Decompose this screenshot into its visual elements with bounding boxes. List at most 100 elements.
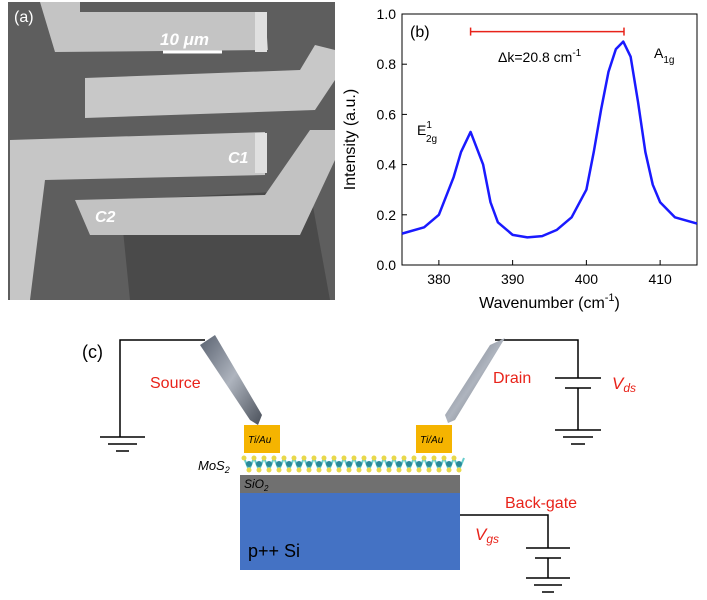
atom bbox=[347, 468, 352, 473]
atom bbox=[452, 456, 457, 461]
drain-label: Drain bbox=[493, 370, 531, 387]
figure: 10 μm C1 C2 (a) 0.00.20.40.60.81.0380390… bbox=[0, 0, 707, 595]
contact-label: Ti/Au bbox=[248, 435, 272, 446]
atom bbox=[327, 468, 332, 473]
atom bbox=[426, 461, 432, 467]
atom bbox=[296, 461, 302, 467]
atom bbox=[332, 456, 337, 461]
label-sup: -1 bbox=[605, 292, 615, 304]
atom bbox=[422, 456, 427, 461]
atom bbox=[382, 456, 387, 461]
x-tick-label: 400 bbox=[575, 271, 599, 287]
atom bbox=[356, 461, 362, 467]
atom bbox=[442, 456, 447, 461]
label-sub: 1g bbox=[663, 55, 674, 66]
mos2-label: MoS2 bbox=[198, 458, 230, 475]
atom bbox=[377, 468, 382, 473]
atom bbox=[257, 468, 262, 473]
y-tick-label: 0.6 bbox=[377, 106, 397, 122]
atom bbox=[326, 461, 332, 467]
label-sub: 2 bbox=[224, 465, 230, 475]
atom bbox=[276, 461, 282, 467]
atom bbox=[267, 468, 272, 473]
atom bbox=[346, 461, 352, 467]
atom bbox=[272, 456, 277, 461]
vds-label: Vds bbox=[612, 374, 636, 395]
atom bbox=[337, 468, 342, 473]
atom bbox=[386, 461, 392, 467]
atom bbox=[252, 456, 257, 461]
atom bbox=[427, 468, 432, 473]
atom bbox=[342, 456, 347, 461]
vgs-label: Vgs bbox=[475, 525, 499, 546]
atom bbox=[392, 456, 397, 461]
label-sup: 1 bbox=[426, 120, 432, 131]
back-gate-label: Back-gate bbox=[505, 495, 577, 512]
y-tick-label: 0.0 bbox=[377, 257, 397, 273]
sem-image: 10 μm C1 C2 (a) bbox=[8, 2, 335, 300]
x-tick-label: 380 bbox=[427, 271, 451, 287]
atom bbox=[432, 456, 437, 461]
y-tick-label: 0.2 bbox=[377, 207, 397, 223]
atom bbox=[302, 456, 307, 461]
y-tick-label: 1.0 bbox=[377, 6, 397, 22]
label-sub: 2 bbox=[263, 484, 269, 493]
label-text: ) bbox=[615, 295, 620, 312]
atom bbox=[266, 461, 272, 467]
atom bbox=[336, 461, 342, 467]
atom bbox=[436, 461, 442, 467]
atom bbox=[307, 468, 312, 473]
atom bbox=[256, 461, 262, 467]
atom bbox=[397, 468, 402, 473]
label-text: Δk=20.8 cm bbox=[498, 49, 572, 65]
atom bbox=[286, 461, 292, 467]
label-text: Wavenumber (cm bbox=[479, 295, 605, 312]
peak-label: E1 2g bbox=[417, 120, 437, 145]
atom bbox=[242, 456, 247, 461]
delta-label: Δk=20.8 cm-1 bbox=[498, 48, 582, 65]
label-sup: -1 bbox=[572, 48, 581, 59]
atom bbox=[412, 456, 417, 461]
atom bbox=[417, 468, 422, 473]
atom bbox=[446, 461, 452, 467]
source-label: Source bbox=[150, 375, 201, 392]
atom bbox=[437, 468, 442, 473]
x-axis-label: Wavenumber (cm-1) bbox=[479, 292, 620, 312]
atom bbox=[287, 468, 292, 473]
atom bbox=[282, 456, 287, 461]
atom bbox=[297, 468, 302, 473]
panel-label: (b) bbox=[410, 24, 430, 41]
atom bbox=[406, 461, 412, 467]
scale-bar-label: 10 μm bbox=[160, 30, 209, 49]
device bbox=[200, 335, 505, 570]
panel-label: (a) bbox=[14, 9, 34, 26]
atom bbox=[416, 461, 422, 467]
atom bbox=[352, 456, 357, 461]
atom bbox=[367, 468, 372, 473]
label-sub: 2g bbox=[426, 134, 437, 145]
contact-label: Ti/Au bbox=[420, 435, 444, 446]
atom bbox=[396, 461, 402, 467]
atom bbox=[247, 468, 252, 473]
label-base: MoS bbox=[198, 458, 225, 473]
atom bbox=[376, 461, 382, 467]
contact-label: C1 bbox=[228, 150, 249, 167]
atom bbox=[372, 456, 377, 461]
contact-label: C2 bbox=[95, 209, 116, 226]
atom bbox=[292, 456, 297, 461]
atom bbox=[387, 468, 392, 473]
atom bbox=[402, 456, 407, 461]
label-base: E bbox=[417, 122, 426, 138]
atom bbox=[357, 468, 362, 473]
atom bbox=[407, 468, 412, 473]
label-base: SiO bbox=[244, 477, 264, 491]
atom bbox=[322, 456, 327, 461]
atom bbox=[316, 461, 322, 467]
substrate-label: p++ Si bbox=[248, 541, 300, 561]
atom bbox=[447, 468, 452, 473]
peak-label: A1g bbox=[654, 45, 674, 66]
atom bbox=[312, 456, 317, 461]
y-tick-label: 0.8 bbox=[377, 56, 397, 72]
atom bbox=[457, 468, 462, 473]
